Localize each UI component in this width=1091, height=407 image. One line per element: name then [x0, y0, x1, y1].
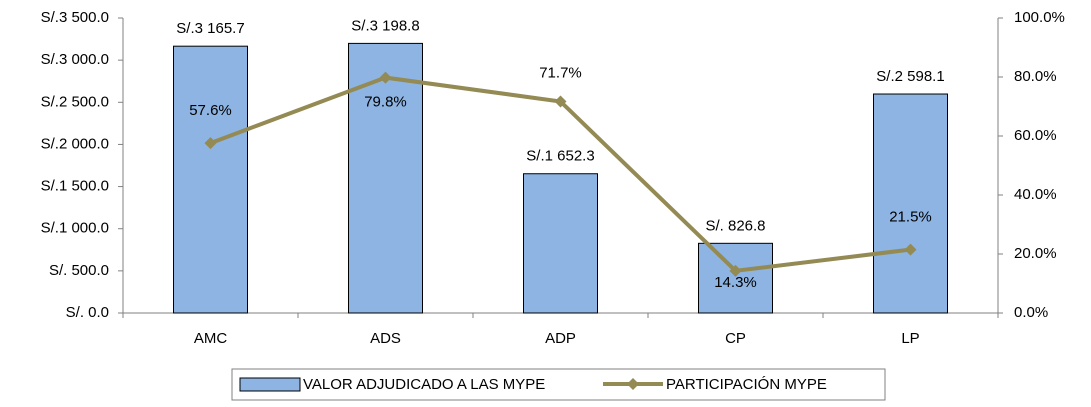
y2-tick-label: 20.0%	[1014, 245, 1057, 262]
line-marker	[729, 264, 742, 277]
line-value-label: 79.8%	[364, 94, 407, 111]
x-tick-label: LP	[901, 330, 919, 347]
bar	[348, 42, 423, 314]
y-tick-label: S/. 500.0	[49, 262, 109, 279]
bar	[873, 93, 948, 314]
y-tick-label: S/.3 500.0	[41, 9, 109, 26]
bar-value-label: S/.2 598.1	[876, 68, 944, 85]
legend-swatch	[239, 377, 301, 392]
legend-swatch-marker	[627, 378, 639, 390]
bar-value-label: S/.3 198.8	[351, 17, 419, 34]
bar-value-label: S/.3 165.7	[176, 20, 244, 37]
legend-label: PARTICIPACIÓN MYPE	[666, 376, 827, 393]
legend-label: VALOR ADJUDICADO A LAS MYPE	[303, 376, 545, 393]
y2-tick-label: 60.0%	[1014, 127, 1057, 144]
x-tick-label: CP	[725, 330, 746, 347]
bar	[523, 173, 598, 314]
x-tick-label: ADS	[370, 330, 401, 347]
bar	[698, 242, 773, 314]
line-value-label: 21.5%	[889, 209, 932, 226]
line-value-label: 14.3%	[714, 274, 757, 291]
y-tick-label: S/.2 500.0	[41, 93, 109, 110]
line-marker	[904, 243, 917, 256]
y2-tick-label: 0.0%	[1014, 304, 1048, 321]
y-tick-label: S/.3 000.0	[41, 51, 109, 68]
y-tick-label: S/.1 000.0	[41, 220, 109, 237]
y-tick-label: S/.2 000.0	[41, 135, 109, 152]
bar-value-label: S/. 826.8	[705, 217, 765, 234]
y-tick-label: S/. 0.0	[66, 304, 109, 321]
y2-tick-label: 80.0%	[1014, 68, 1057, 85]
line-marker	[379, 71, 392, 84]
line-marker	[204, 137, 217, 150]
line-value-label: 71.7%	[539, 64, 582, 81]
bar-value-label: S/.1 652.3	[526, 148, 594, 165]
y-tick-label: S/.1 500.0	[41, 178, 109, 195]
y2-tick-label: 40.0%	[1014, 186, 1057, 203]
x-tick-label: ADP	[545, 330, 576, 347]
bar	[173, 45, 248, 314]
y2-tick-label: 100.0%	[1014, 9, 1065, 26]
legend-box	[231, 368, 886, 401]
x-tick-label: AMC	[194, 330, 228, 347]
line-marker	[554, 95, 567, 108]
line-value-label: 57.6%	[189, 102, 232, 119]
